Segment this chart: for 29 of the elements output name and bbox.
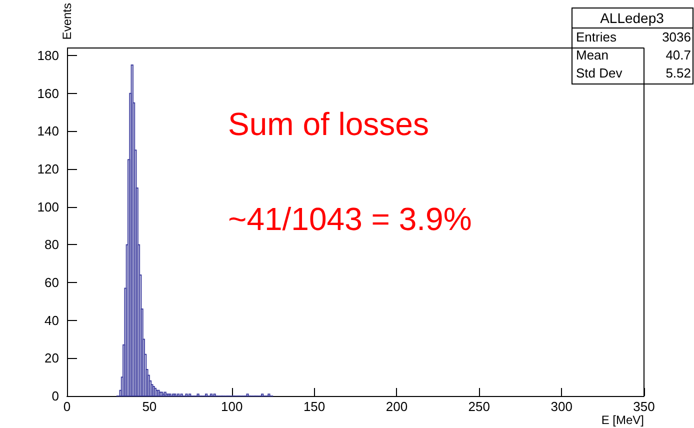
x-tick-label: 50 [142,399,157,414]
x-tick-label: 0 [63,399,71,414]
x-tick-label: 100 [221,399,243,414]
x-tick-label: 150 [303,399,326,414]
x-tick-label: 300 [550,399,572,414]
y-tick-label: 160 [37,86,59,101]
y-tick-label: 40 [44,312,59,328]
y-tick-label: 140 [37,124,59,139]
text: 5.52 [666,66,691,80]
x-tick-label: 200 [386,399,408,414]
annotation: Std Dev [576,66,623,80]
annotation: Mean [576,48,609,62]
annotation: ~41/1043 = 3.9% [228,201,472,237]
y-tick-label: 120 [37,162,59,177]
y-tick-label: 20 [44,350,59,366]
annotation: Sum of losses [228,106,429,142]
y-tick-label: 80 [44,237,59,252]
y-tick-label: 0 [52,388,59,404]
x-axis-title: E [MeV] [601,413,644,427]
y-tick-label: 100 [37,199,59,214]
text: Entries [576,30,617,44]
x-tick-label: 350 [633,399,655,414]
text: 40.7 [666,48,691,62]
y-tick-label: 60 [44,275,59,290]
y-axis-title: Events [60,3,74,40]
text: ALLedep3 [600,10,664,26]
y-tick-label: 180 [37,48,59,64]
x-tick-label: 250 [468,399,490,414]
text: 3036 [662,30,691,44]
